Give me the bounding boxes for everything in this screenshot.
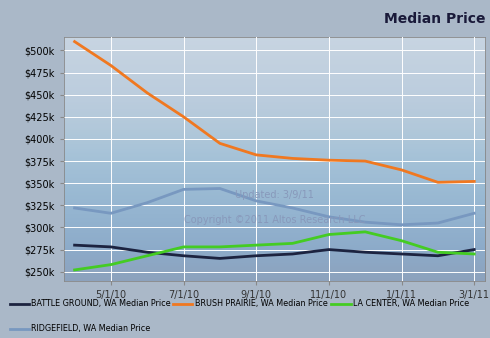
Text: LA CENTER, WA Median Price: LA CENTER, WA Median Price bbox=[353, 299, 469, 309]
Text: Copyright ©2011 Altos Research LLC: Copyright ©2011 Altos Research LLC bbox=[184, 215, 365, 225]
Text: BRUSH PRAIRIE, WA Median Price: BRUSH PRAIRIE, WA Median Price bbox=[195, 299, 327, 309]
Text: Updated: 3/9/11: Updated: 3/9/11 bbox=[235, 190, 314, 200]
Text: RIDGEFIELD, WA Median Price: RIDGEFIELD, WA Median Price bbox=[31, 324, 150, 333]
Text: Median Price: Median Price bbox=[384, 12, 485, 26]
Text: BATTLE GROUND, WA Median Price: BATTLE GROUND, WA Median Price bbox=[31, 299, 171, 309]
